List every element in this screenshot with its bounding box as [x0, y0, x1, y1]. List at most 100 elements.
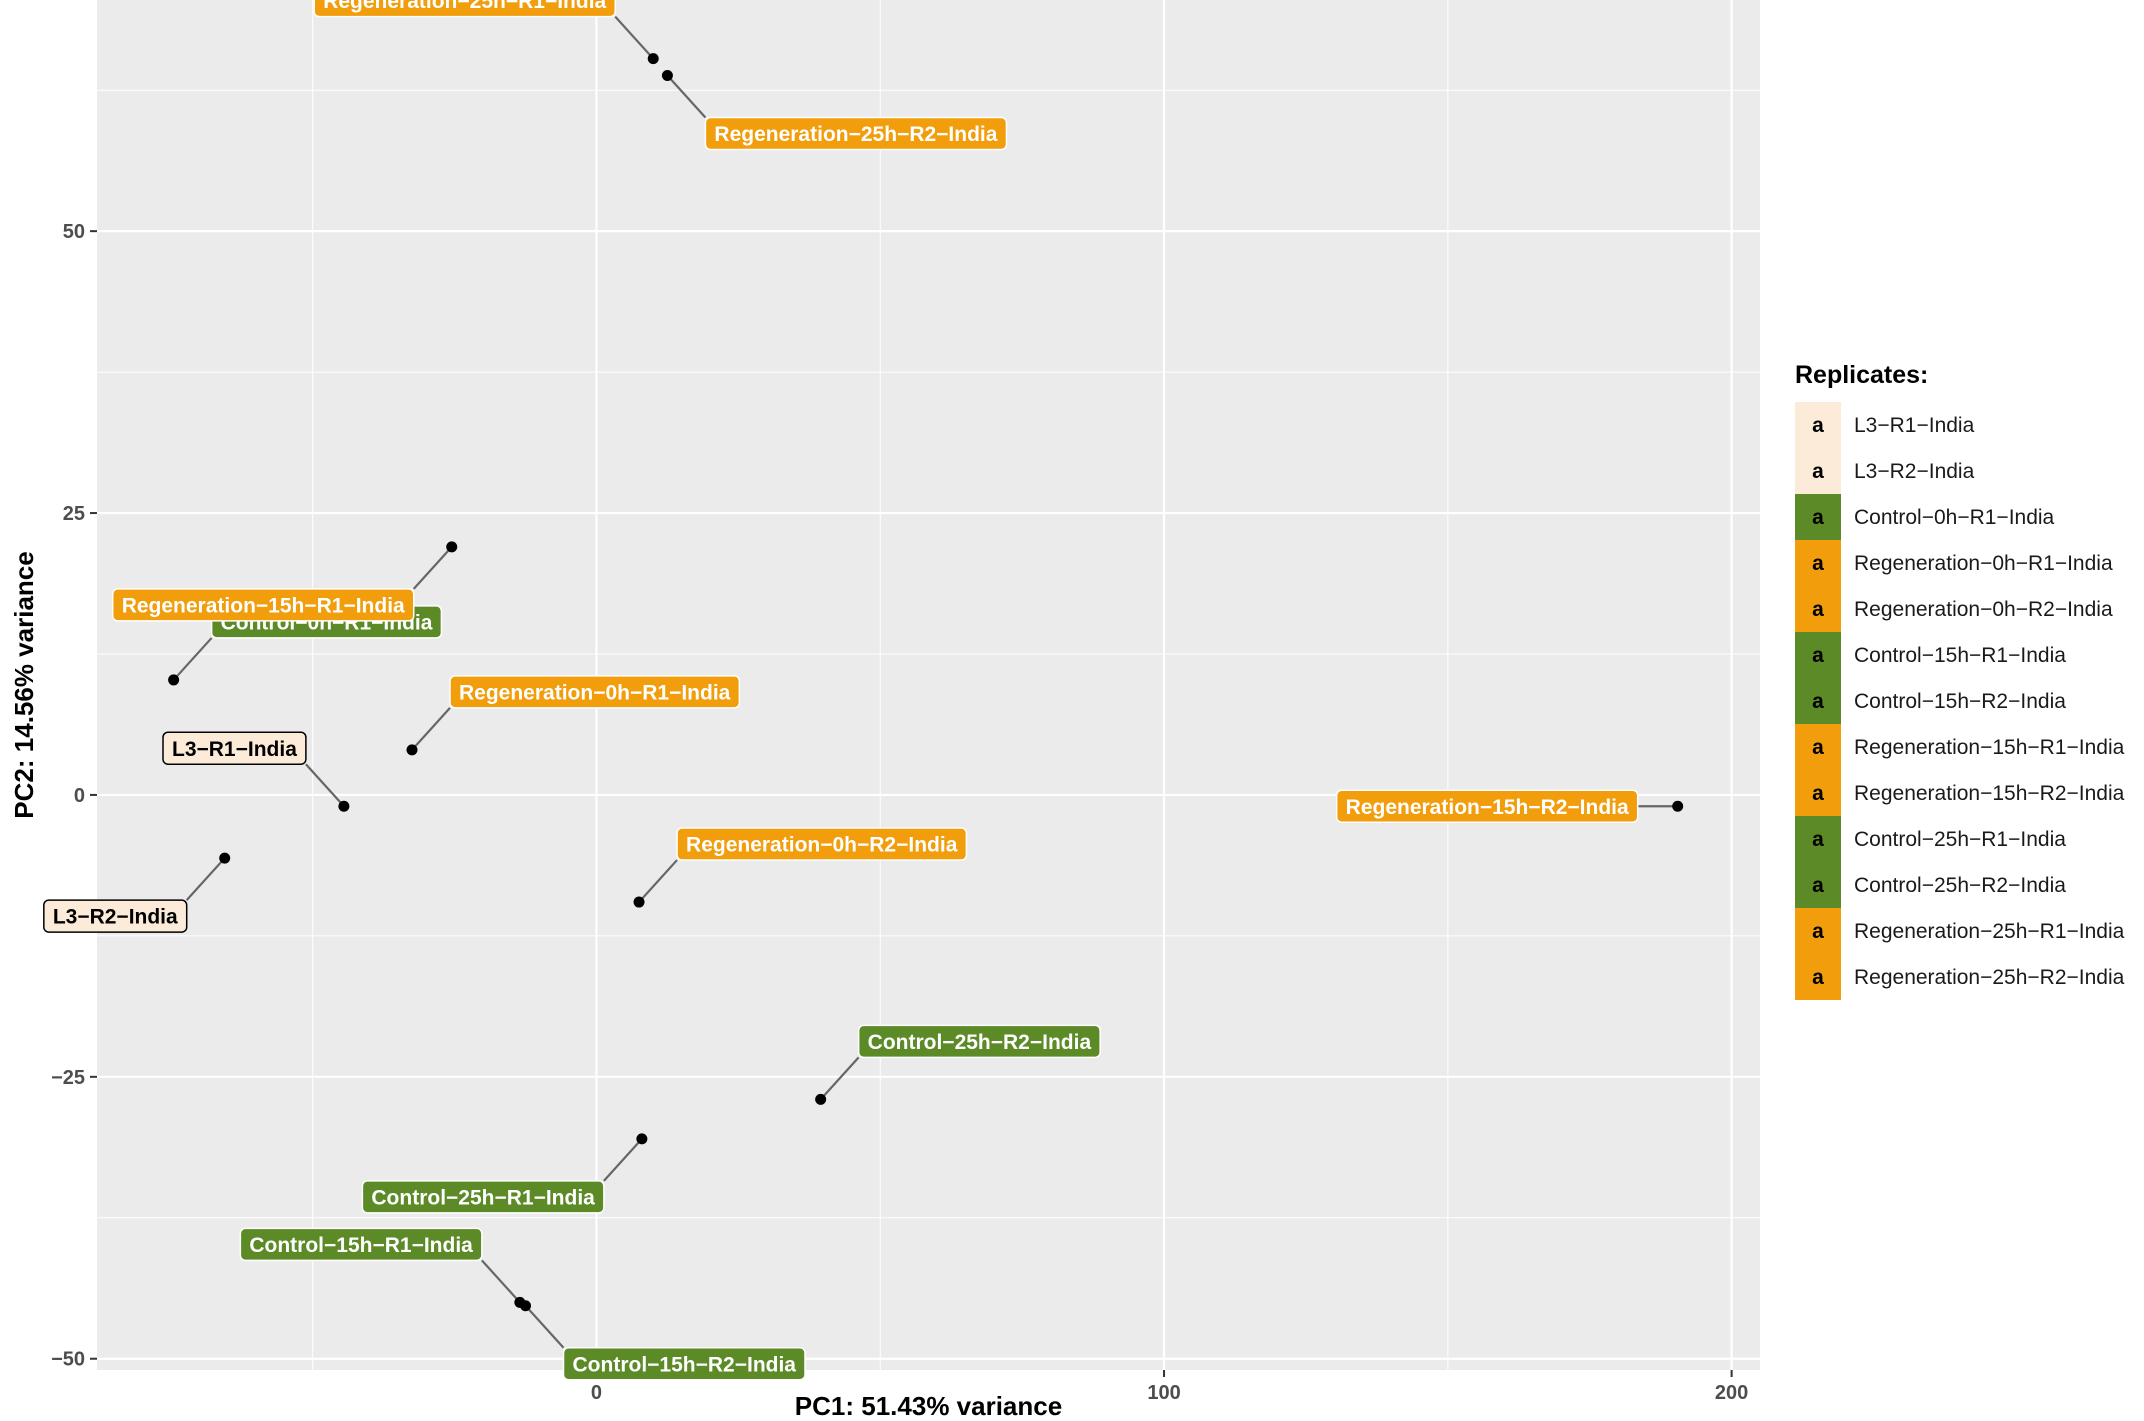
legend-key [1795, 448, 1841, 494]
legend-key-glyph: a [1812, 782, 1824, 805]
legend-key-glyph: a [1812, 644, 1824, 667]
legend-item: a Regeneration−25h−R2−India [1795, 954, 2125, 1000]
label-background [43, 899, 188, 933]
point-label-box: Regeneration−25h−R2−India [704, 116, 1008, 151]
legend-label: Regeneration−25h−R2−India [1854, 966, 2125, 989]
legend-key [1795, 862, 1841, 908]
legend-item: a Regeneration−0h−R1−India [1795, 540, 2113, 586]
legend-key-glyph: a [1812, 966, 1824, 989]
legend-key [1795, 632, 1841, 678]
point-label-box: Control−15h−R2−India [562, 1346, 806, 1381]
label-background [857, 1024, 1101, 1059]
y-axis-ticks: −50 −25 0 25 50 [51, 221, 97, 1371]
label-background [361, 1180, 605, 1214]
legend-key [1795, 402, 1841, 448]
point-label-text: Regeneration−25h−R1−India [323, 0, 606, 13]
legend-label: Regeneration−15h−R2−India [1854, 782, 2125, 805]
point-label-box: Control−25h−R2−India [857, 1024, 1101, 1059]
label-background [239, 1227, 483, 1262]
legend-key-glyph: a [1812, 690, 1824, 713]
label-background [562, 1346, 806, 1381]
point-label-text: Control−25h−R1−India [371, 1186, 595, 1209]
point-label-box: Control−15h−R1−India [239, 1227, 483, 1262]
legend-key [1795, 724, 1841, 770]
y-tick-label: −25 [51, 1067, 85, 1089]
y-tick-label: −50 [51, 1349, 85, 1371]
leader-line [481, 1259, 521, 1304]
legend-item: a Regeneration−15h−R1−India [1795, 724, 2125, 770]
legend-item: a Regeneration−25h−R1−India [1795, 908, 2125, 954]
legend-label: Regeneration−0h−R1−India [1854, 552, 2113, 575]
label-background [1335, 789, 1639, 823]
label-background [676, 827, 968, 861]
data-point [338, 800, 350, 812]
legend-key-glyph: a [1812, 414, 1824, 437]
y-axis-title: PC2: 14.56% variance [9, 551, 39, 818]
legend-label: Control−0h−R1−India [1854, 506, 2055, 529]
legend-key-glyph: a [1812, 506, 1824, 529]
legend-item: a Control−25h−R1−India [1795, 816, 2066, 862]
legend-label: Regeneration−15h−R1−India [1854, 736, 2125, 759]
x-tick-label: 100 [1147, 1382, 1180, 1404]
label-background [449, 675, 741, 709]
legend-item: a L3−R2−India [1795, 448, 1975, 494]
data-points [168, 53, 1684, 1312]
point-label-text: Regeneration−15h−R1−India [122, 594, 405, 617]
data-point [815, 1093, 827, 1105]
legend-key [1795, 494, 1841, 540]
legend-key [1795, 908, 1841, 954]
legend-key [1795, 540, 1841, 586]
leader-line [614, 15, 655, 60]
legend-label: Control−25h−R1−India [1854, 828, 2066, 851]
legend-item: a Control−25h−R2−India [1795, 862, 2066, 908]
legend-title: Replicates: [1795, 361, 1928, 389]
point-labels: L3−R1−IndiaL3−R2−IndiaControl−0h−R1−Indi… [43, 0, 1639, 1381]
legend-label: Regeneration−0h−R2−India [1854, 598, 2113, 621]
x-tick-label: 200 [1715, 1382, 1748, 1404]
legend-item: a Control−15h−R1−India [1795, 632, 2066, 678]
legend-key [1795, 954, 1841, 1000]
x-axis-ticks: 0 100 200 [591, 1370, 1748, 1404]
label-background [704, 116, 1008, 151]
point-label-box: Regeneration−25h−R1−India [313, 0, 616, 18]
legend-key [1795, 678, 1841, 724]
label-background [162, 731, 307, 765]
legend-items: a L3−R1−India a L3−R2−India a Control−0h−R1−I… [1795, 402, 2125, 1000]
point-label-text: Regeneration−0h−R2−India [686, 834, 958, 857]
minor-gridlines [97, 0, 1760, 1370]
legend-key-glyph: a [1812, 920, 1824, 943]
legend-key-glyph: a [1812, 874, 1824, 897]
data-point [1672, 800, 1684, 812]
legend-label: Regeneration−25h−R1−India [1854, 920, 2125, 943]
legend-item: a Control−15h−R2−India [1795, 678, 2066, 724]
point-label-text: Control−25h−R2−India [868, 1031, 1092, 1054]
point-label-text: Regeneration−0h−R1−India [459, 681, 731, 704]
data-point [633, 896, 645, 908]
point-label-box: Regeneration−0h−R2−India [676, 827, 968, 861]
legend-key [1795, 770, 1841, 816]
legend-key-glyph: a [1812, 598, 1824, 621]
data-point [406, 744, 418, 756]
point-label-text: Regeneration−25h−R2−India [714, 123, 997, 146]
x-axis-title: PC1: 51.43% variance [795, 1391, 1062, 1421]
data-point [168, 674, 180, 686]
legend-key-glyph: a [1812, 552, 1824, 575]
legend-key [1795, 586, 1841, 632]
point-label-box: Regeneration−15h−R2−India [1335, 789, 1639, 823]
y-tick-label: 0 [74, 785, 85, 807]
legend-label: Control−25h−R2−India [1854, 874, 2066, 897]
legend-key-glyph: a [1812, 736, 1824, 759]
leader-line [412, 546, 453, 590]
point-label-text: Control−15h−R1−India [249, 1234, 473, 1257]
data-point [219, 852, 231, 864]
legend-key [1795, 816, 1841, 862]
legend: Replicates: a L3−R1−India a L3−R2−India a Con… [1795, 361, 2125, 1000]
legend-key-glyph: a [1812, 828, 1824, 851]
data-point [661, 70, 673, 82]
leader-line [411, 707, 451, 751]
legend-item: a L3−R1−India [1795, 402, 1975, 448]
legend-label: L3−R1−India [1854, 414, 1975, 437]
label-background [111, 588, 415, 622]
point-label-box: Control−25h−R1−India [361, 1180, 605, 1214]
